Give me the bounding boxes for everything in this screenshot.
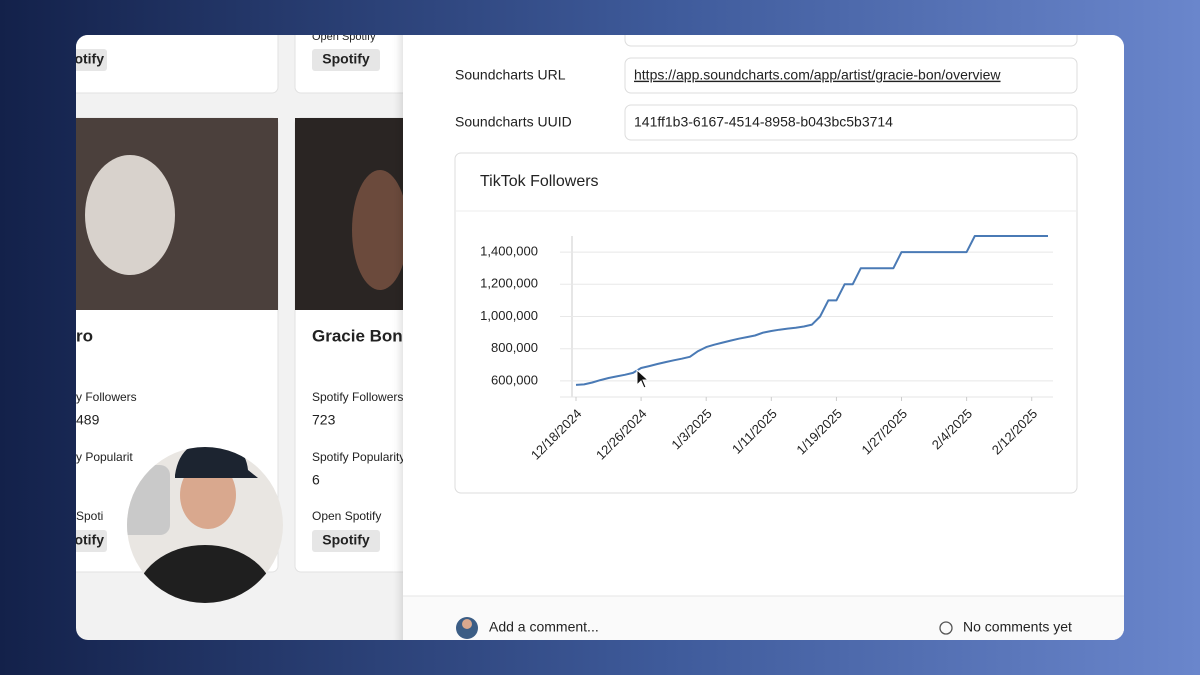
photo-detail <box>352 170 408 290</box>
field-link[interactable]: https://app.soundcharts.com/app/artist/g… <box>634 67 1001 83</box>
shirt <box>135 545 275 603</box>
artist-name: Gracie Bon <box>312 326 403 345</box>
stat-value: 6 <box>312 472 320 488</box>
button[interactable] <box>312 49 380 71</box>
artist-name: ro <box>76 326 93 345</box>
button-label[interactable]: otify <box>74 532 104 548</box>
link-label: Open Spotify <box>312 31 376 43</box>
field-box <box>624 35 1078 47</box>
comment-bar <box>403 596 1124 640</box>
chart-card <box>454 152 1078 494</box>
chart-title: TikTok Followers <box>480 173 599 190</box>
button[interactable] <box>40 530 107 552</box>
data-line <box>575 235 1048 386</box>
webcam <box>127 447 283 603</box>
button[interactable] <box>312 530 380 552</box>
y-tick-label: 800,000 <box>491 340 538 355</box>
stat-label: Spotify Popularity <box>312 450 405 464</box>
stat-value: 723 <box>312 412 336 428</box>
stat-label: y Popularit <box>76 450 133 464</box>
field-value: 141ff1b3-6167-4514-8958-b043bc5b3714 <box>634 114 893 130</box>
y-tick-label: 1,200,000 <box>480 276 538 291</box>
button-label[interactable]: otify <box>74 51 104 67</box>
photo-detail <box>85 155 175 275</box>
y-tick-label: 1,400,000 <box>480 244 538 259</box>
comment-input[interactable]: Add a comment... <box>489 619 599 635</box>
avatar-face <box>462 619 472 629</box>
link-label: Open Spotify <box>312 509 381 523</box>
comment-icon <box>939 621 953 635</box>
link-label: Spoti <box>76 509 103 523</box>
field-label: Soundcharts URL <box>455 67 566 83</box>
button[interactable] <box>40 49 107 71</box>
y-tick-label: 600,000 <box>491 372 538 387</box>
stat-label: y Followers <box>76 390 137 404</box>
app-window: otify Open Spotify Spotify ro y Follower… <box>40 31 1124 640</box>
field-label: Soundcharts UUID <box>455 114 572 130</box>
stat-value: 489 <box>76 412 100 428</box>
stat-label: Spotify Followers <box>312 390 403 404</box>
card <box>76 35 279 94</box>
button-label[interactable]: Spotify <box>322 532 370 548</box>
cursor <box>636 368 650 389</box>
field-box <box>624 57 1078 94</box>
field-box <box>624 104 1078 141</box>
comments-status: No comments yet <box>963 619 1072 635</box>
button-label[interactable]: Spotify <box>322 51 370 67</box>
y-tick-label: 1,000,000 <box>480 308 538 323</box>
